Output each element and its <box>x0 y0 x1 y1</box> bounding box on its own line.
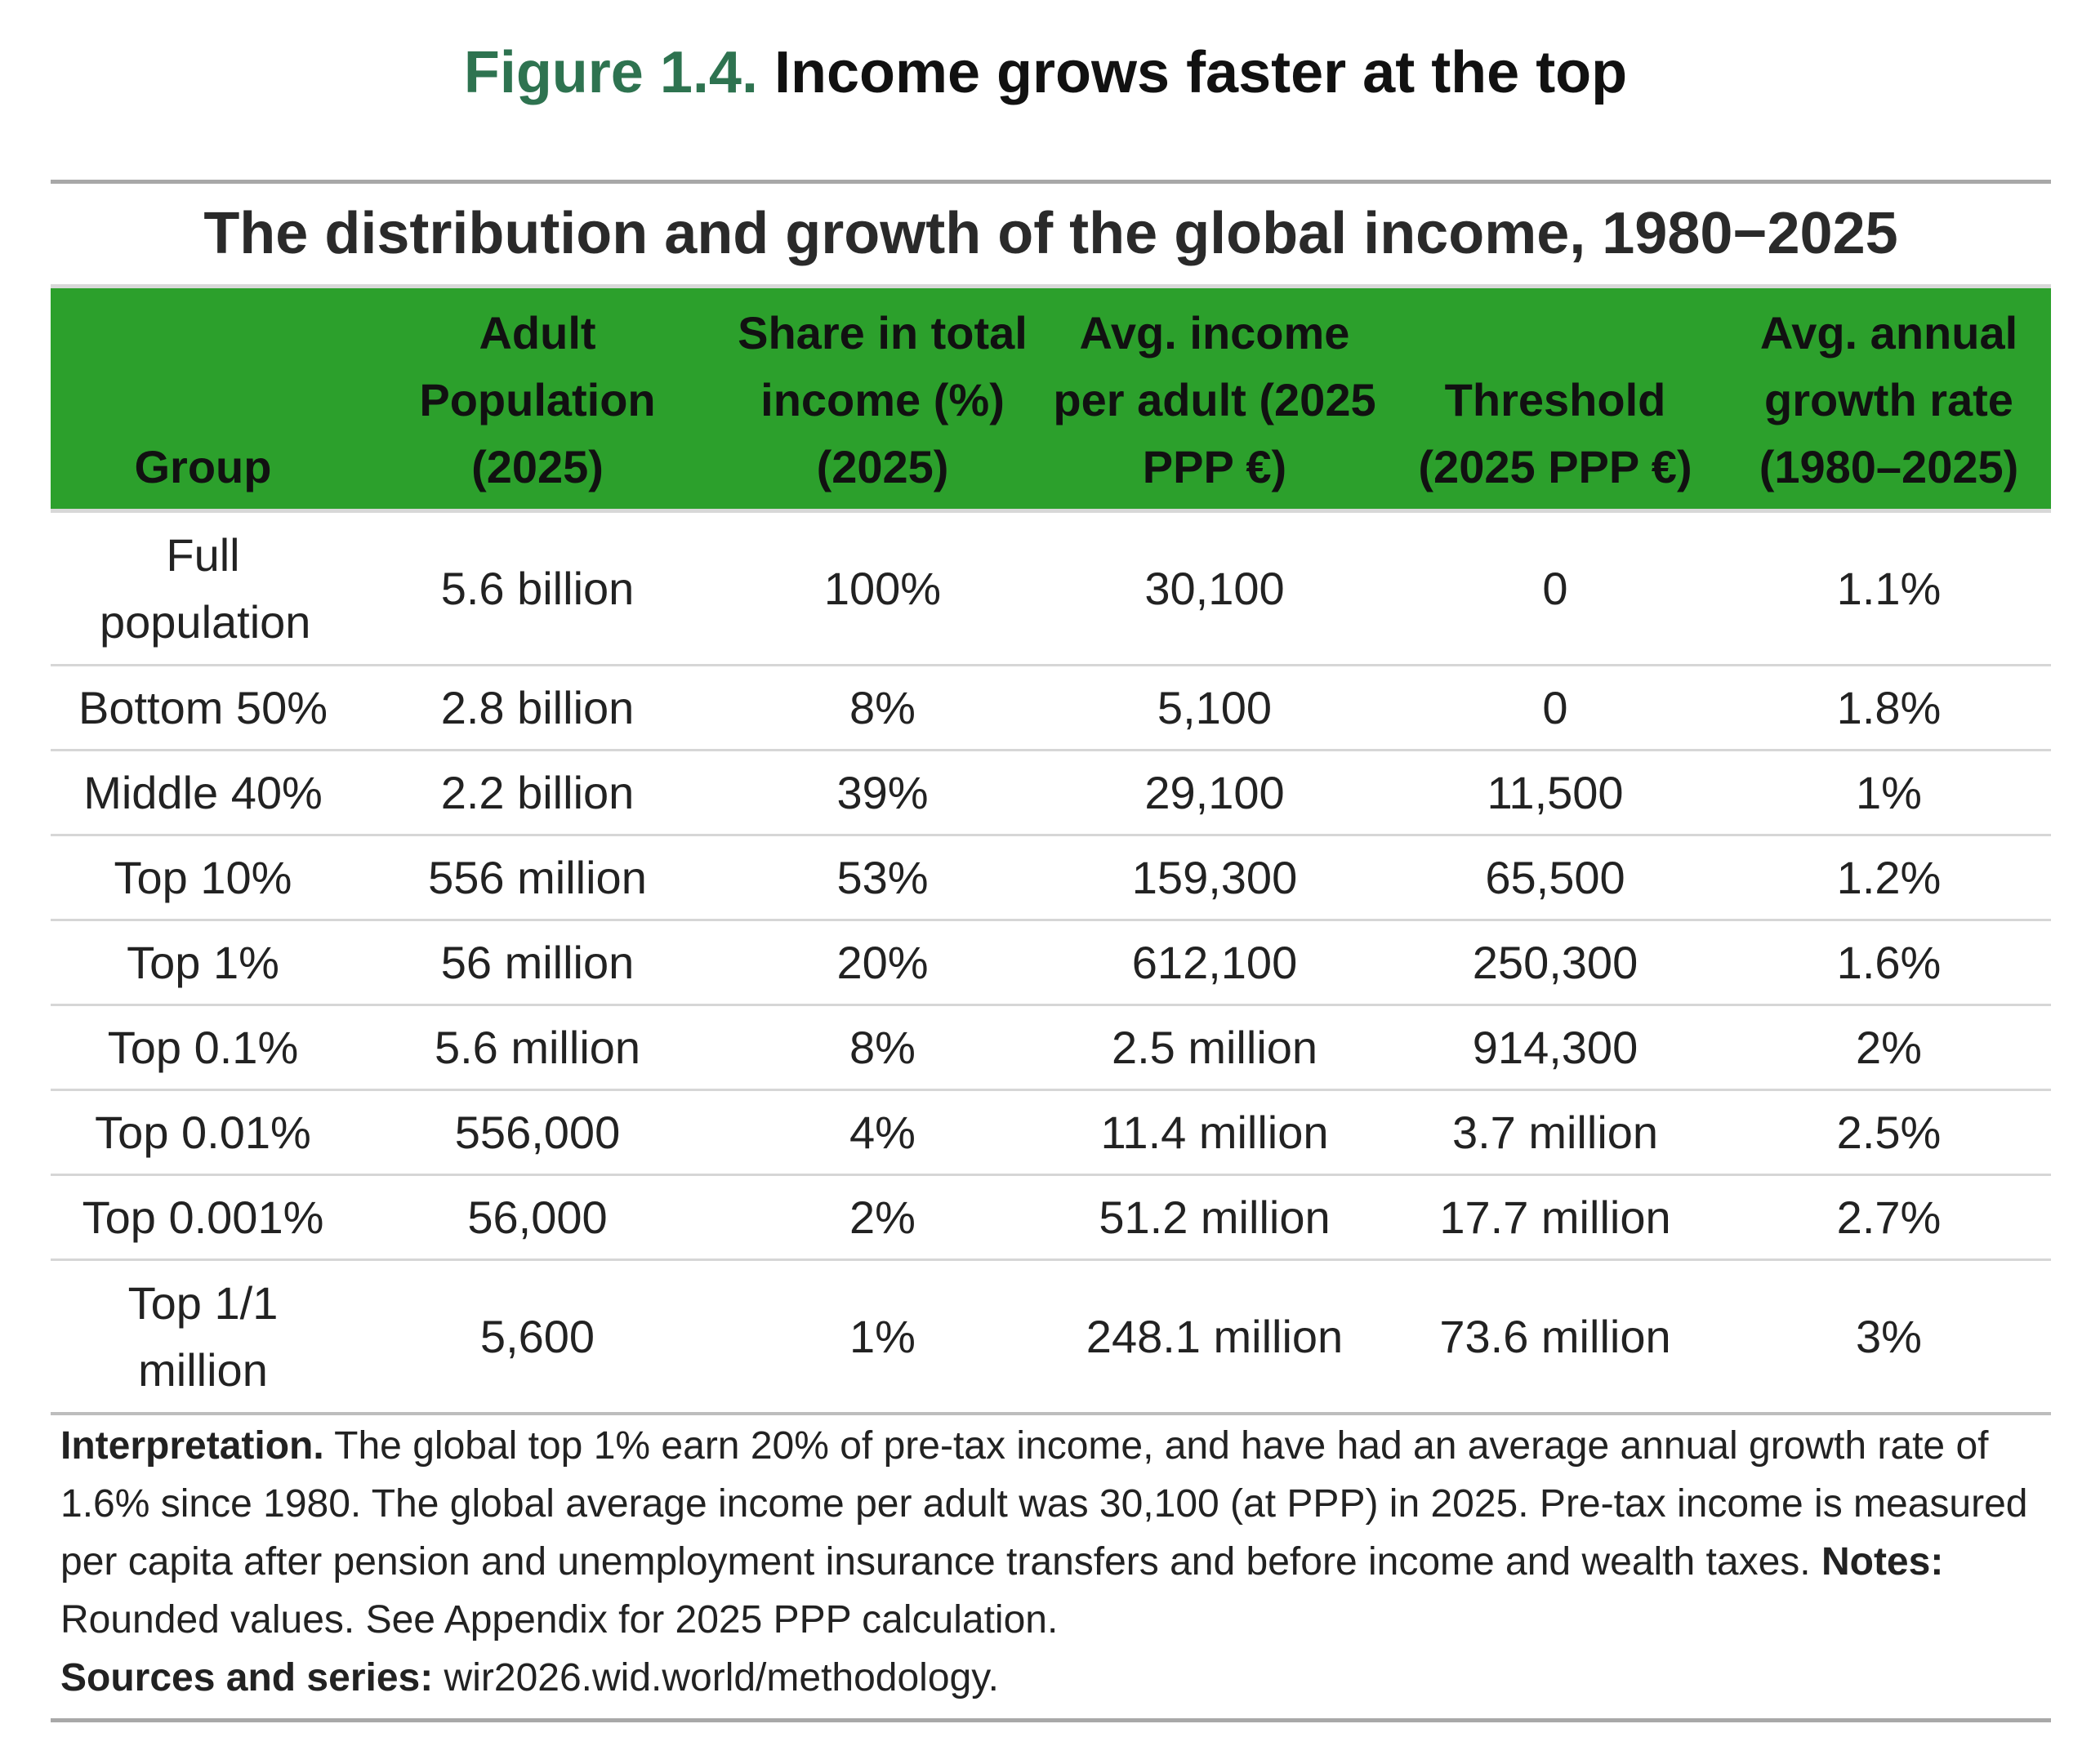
cell-share: 1% <box>720 1259 1046 1415</box>
sources-label: Sources and series: <box>60 1656 434 1699</box>
cell-population: 56 million <box>355 920 720 1006</box>
cell-share: 2% <box>720 1174 1046 1261</box>
cell-group: Full population <box>51 510 355 666</box>
cell-share: 20% <box>720 920 1046 1006</box>
bottom-divider <box>51 1718 2051 1722</box>
cell-avg-income: 5,100 <box>1046 665 1384 751</box>
cell-share: 39% <box>720 750 1046 836</box>
cell-group: Top 0.1% <box>51 1004 355 1091</box>
table-row: Top 1% 56 million 20% 612,100 250,300 1.6% <box>51 920 2051 1006</box>
cell-growth: 2% <box>1727 1004 2051 1091</box>
cell-share: 8% <box>720 665 1046 751</box>
notes-text: Rounded values. See Appendix for 2025 PP… <box>60 1598 1059 1642</box>
column-header-population: Adult Population (2025) <box>419 307 656 492</box>
cell-population: 2.8 billion <box>355 665 720 751</box>
cell-share: 100% <box>720 510 1046 666</box>
table-row: Top 1/1 million 5,600 1% 248.1 million 73.6 … <box>51 1259 2051 1415</box>
table-header-row: Group Adult Population (2025) Share in t… <box>51 286 2051 511</box>
cell-growth: 2.5% <box>1727 1089 2051 1176</box>
notes-label: Notes: <box>1821 1540 1944 1584</box>
table-row: Top 10% 556 million 53% 159,300 65,500 1.2% <box>51 835 2051 921</box>
figure-number: Figure 1.4. <box>463 40 758 105</box>
cell-growth: 3% <box>1727 1259 2051 1415</box>
cell-avg-income: 51.2 million <box>1046 1174 1384 1261</box>
figure-title: Figure 1.4. Income grows faster at the t… <box>0 39 2091 106</box>
cell-growth: 2.7% <box>1727 1174 2051 1261</box>
cell-population: 5.6 million <box>355 1004 720 1091</box>
cell-population: 5,600 <box>355 1259 720 1415</box>
cell-group: Middle 40% <box>51 750 355 836</box>
cell-threshold: 0 <box>1384 665 1727 751</box>
sources-text: wir2026.wid.world/methodology. <box>433 1656 1000 1699</box>
table-title: The distribution and growth of the globa… <box>203 201 1898 266</box>
footnote: Interpretation. The global top 1% earn 2… <box>60 1417 2053 1707</box>
column-header-share: Share in total income (%) (2025) <box>738 307 1028 492</box>
cell-threshold: 914,300 <box>1384 1004 1727 1091</box>
cell-share: 4% <box>720 1089 1046 1176</box>
figure-title-text: Income grows faster at the top <box>774 40 1628 105</box>
cell-avg-income: 159,300 <box>1046 835 1384 921</box>
income-distribution-table: Group Adult Population (2025) Share in t… <box>51 284 2051 1415</box>
table-row: Top 0.1% 5.6 million 8% 2.5 million 914,300 2… <box>51 1004 2051 1091</box>
cell-avg-income: 2.5 million <box>1046 1004 1384 1091</box>
cell-threshold: 250,300 <box>1384 920 1727 1006</box>
cell-group: Top 10% <box>51 835 355 921</box>
cell-group: Top 0.01% <box>51 1089 355 1176</box>
table-row: Middle 40% 2.2 billion 39% 29,100 11,500 1% <box>51 750 2051 836</box>
cell-avg-income: 30,100 <box>1046 510 1384 666</box>
cell-population: 556,000 <box>355 1089 720 1176</box>
cell-avg-income: 11.4 million <box>1046 1089 1384 1176</box>
cell-growth: 1.1% <box>1727 510 2051 666</box>
column-header-group: Group <box>134 441 272 492</box>
cell-avg-income: 612,100 <box>1046 920 1384 1006</box>
table-row: Top 0.001% 56,000 2% 51.2 million 17.7 milli… <box>51 1174 2051 1261</box>
cell-population: 56,000 <box>355 1174 720 1261</box>
column-header-avg-income: Avg. income per adult (2025 PPP €) <box>1053 307 1376 492</box>
cell-threshold: 73.6 million <box>1384 1259 1727 1415</box>
cell-group: Bottom 50% <box>51 665 355 751</box>
cell-share: 53% <box>720 835 1046 921</box>
column-header-growth: Avg. annual growth rate (1980–2025) <box>1759 307 2019 492</box>
cell-growth: 1% <box>1727 750 2051 836</box>
cell-growth: 1.6% <box>1727 920 2051 1006</box>
cell-share: 8% <box>720 1004 1046 1091</box>
interpretation-text: The global top 1% earn 20% of pre-tax in… <box>60 1424 2028 1584</box>
cell-group: Top 1% <box>51 920 355 1006</box>
cell-avg-income: 248.1 million <box>1046 1259 1384 1415</box>
table-row: Full population 5.6 billion 100% 30,100 0 1.1… <box>51 510 2051 666</box>
cell-group: Top 0.001% <box>51 1174 355 1261</box>
cell-threshold: 11,500 <box>1384 750 1727 836</box>
cell-group: Top 1/1 million <box>51 1259 355 1415</box>
cell-threshold: 65,500 <box>1384 835 1727 921</box>
cell-threshold: 17.7 million <box>1384 1174 1727 1261</box>
cell-threshold: 3.7 million <box>1384 1089 1727 1176</box>
cell-avg-income: 29,100 <box>1046 750 1384 836</box>
cell-growth: 1.8% <box>1727 665 2051 751</box>
cell-population: 5.6 billion <box>355 510 720 666</box>
table-row: Bottom 50% 2.8 billion 8% 5,100 0 1.8% <box>51 665 2051 751</box>
column-header-threshold: Threshold (2025 PPP €) <box>1418 374 1692 492</box>
cell-threshold: 0 <box>1384 510 1727 666</box>
table-row: Top 0.01% 556,000 4% 11.4 million 3.7 millio… <box>51 1089 2051 1176</box>
cell-population: 2.2 billion <box>355 750 720 836</box>
top-divider <box>51 180 2051 184</box>
cell-growth: 1.2% <box>1727 835 2051 921</box>
cell-population: 556 million <box>355 835 720 921</box>
interpretation-label: Interpretation. <box>60 1424 324 1468</box>
